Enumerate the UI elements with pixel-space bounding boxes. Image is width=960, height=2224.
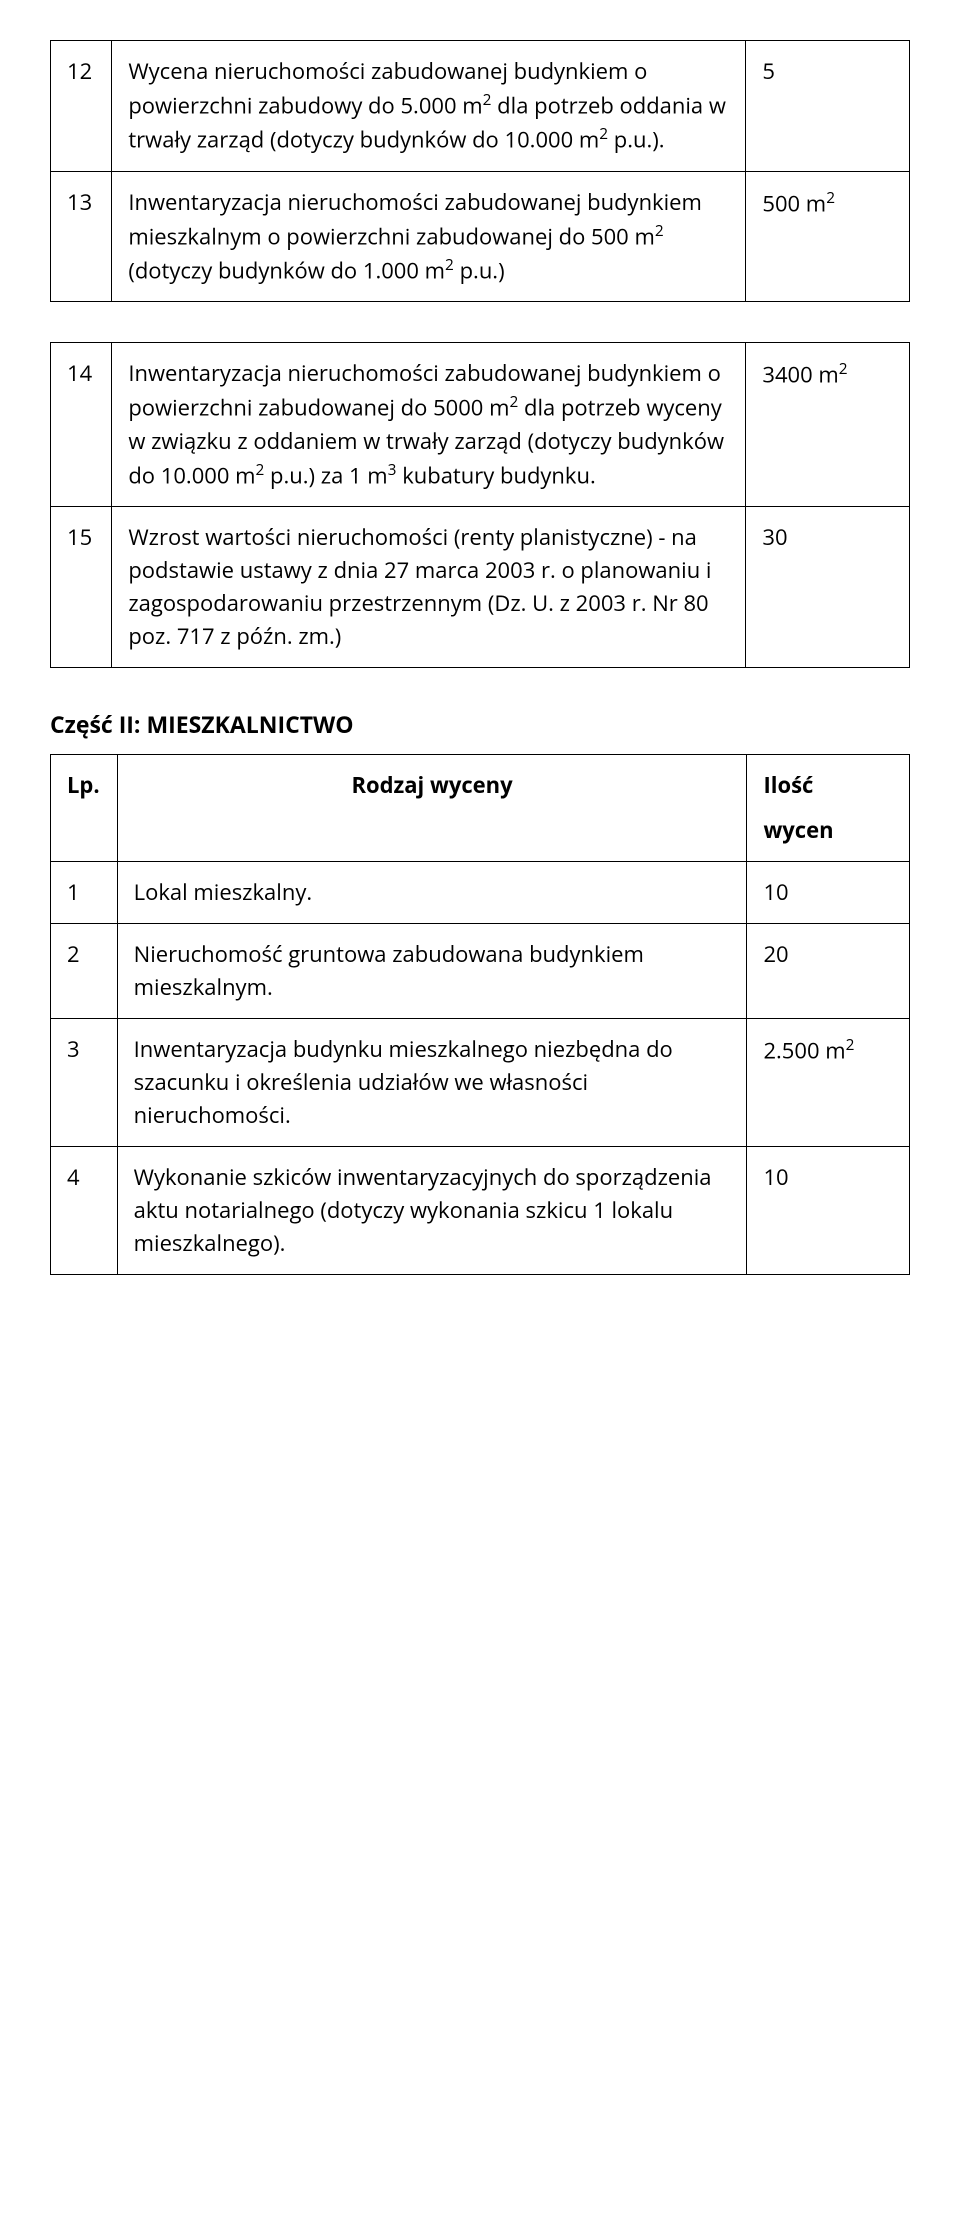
row-value: 500 m2 <box>746 171 910 302</box>
row-value: 30 <box>746 506 910 667</box>
table-row: 3Inwentaryzacja budynku mieszkalnego nie… <box>51 1018 910 1146</box>
row-number: 14 <box>51 343 112 507</box>
row-number: 2 <box>51 923 118 1018</box>
row-number: 13 <box>51 171 112 302</box>
row-description: Inwentaryzacja budynku mieszkalnego niez… <box>117 1018 747 1146</box>
row-description: Wzrost wartości nieruchomości (renty pla… <box>112 506 746 667</box>
row-number: 1 <box>51 861 118 923</box>
table-row: 1Lokal mieszkalny.10 <box>51 861 910 923</box>
row-description: Wykonanie szkiców inwentaryzacyjnych do … <box>117 1146 747 1274</box>
row-description: Inwentaryzacja nieruchomości zabudowanej… <box>112 343 746 507</box>
section-title: Część II: MIESZKALNICTWO <box>50 708 910 740</box>
table-row: 12Wycena nieruchomości zabudowanej budyn… <box>51 41 910 172</box>
row-value: 10 <box>747 1146 910 1274</box>
row-value: 5 <box>746 41 910 172</box>
table-row: 4Wykonanie szkiców inwentaryzacyjnych do… <box>51 1146 910 1274</box>
row-description: Nieruchomość gruntowa zabudowana budynki… <box>117 923 747 1018</box>
header-lp: Lp. <box>51 754 118 861</box>
row-value: 20 <box>747 923 910 1018</box>
row-number: 3 <box>51 1018 118 1146</box>
header-ilosc: Ilość wycen <box>747 754 910 861</box>
header-rodzaj: Rodzaj wyceny <box>117 754 747 861</box>
row-description: Inwentaryzacja nieruchomości zabudowanej… <box>112 171 746 302</box>
row-value: 3400 m2 <box>746 343 910 507</box>
row-number: 12 <box>51 41 112 172</box>
table-row: 15Wzrost wartości nieruchomości (renty p… <box>51 506 910 667</box>
row-description: Lokal mieszkalny. <box>117 861 747 923</box>
row-value: 2.500 m2 <box>747 1018 910 1146</box>
table-row: 14Inwentaryzacja nieruchomości zabudowan… <box>51 343 910 507</box>
row-number: 4 <box>51 1146 118 1274</box>
row-number: 15 <box>51 506 112 667</box>
table-part2: 14Inwentaryzacja nieruchomości zabudowan… <box>50 342 910 668</box>
table-row: 2Nieruchomość gruntowa zabudowana budynk… <box>51 923 910 1018</box>
table-section2: Lp. Rodzaj wyceny Ilość wycen 1Lokal mie… <box>50 754 910 1275</box>
row-description: Wycena nieruchomości zabudowanej budynki… <box>112 41 746 172</box>
table-part1: 12Wycena nieruchomości zabudowanej budyn… <box>50 40 910 302</box>
row-value: 10 <box>747 861 910 923</box>
table-header-row: Lp. Rodzaj wyceny Ilość wycen <box>51 754 910 861</box>
table-row: 13Inwentaryzacja nieruchomości zabudowan… <box>51 171 910 302</box>
